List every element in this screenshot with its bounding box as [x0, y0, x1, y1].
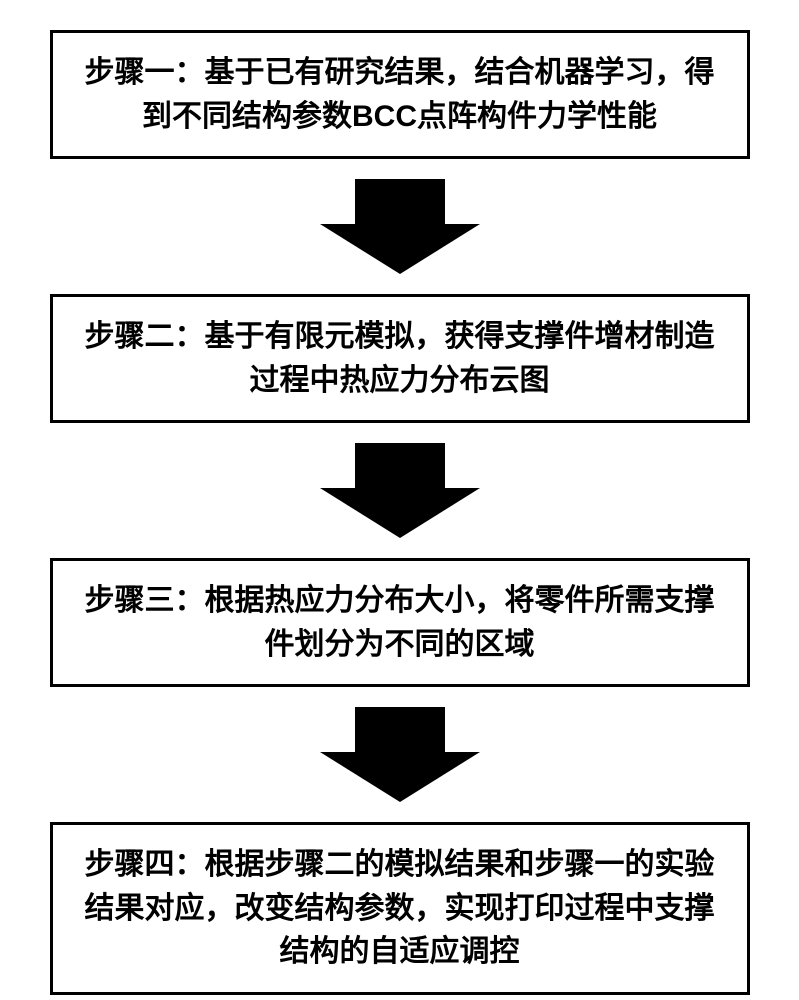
flowchart-arrow-3	[320, 707, 480, 802]
flowchart-step-2: 步骤二：基于有限元模拟，获得支撑件增材制造过程中热应力分布云图	[50, 294, 750, 423]
arrow-down-icon	[320, 707, 480, 802]
flowchart-arrow-2	[320, 443, 480, 538]
flowchart-step-3: 步骤三：根据热应力分布大小，将零件所需支撑件划分为不同的区域	[50, 558, 750, 687]
flowchart-step-1-label: 步骤一：基于已有研究结果，结合机器学习，得到不同结构参数BCC点阵构件力学性能	[85, 56, 715, 133]
arrow-down-icon	[320, 179, 480, 274]
flowchart-step-4: 步骤四：根据步骤二的模拟结果和步骤一的实验结果对应，改变结构参数，实现打印过程中…	[50, 822, 750, 995]
flowchart-step-1: 步骤一：基于已有研究结果，结合机器学习，得到不同结构参数BCC点阵构件力学性能	[50, 30, 750, 159]
flowchart-container: 步骤一：基于已有研究结果，结合机器学习，得到不同结构参数BCC点阵构件力学性能 …	[0, 0, 799, 1000]
flowchart-step-3-label: 步骤三：根据热应力分布大小，将零件所需支撑件划分为不同的区域	[85, 584, 715, 661]
flowchart-arrow-1	[320, 179, 480, 274]
arrow-down-icon	[320, 443, 480, 538]
flowchart-step-2-label: 步骤二：基于有限元模拟，获得支撑件增材制造过程中热应力分布云图	[85, 320, 715, 397]
flowchart-step-4-label: 步骤四：根据步骤二的模拟结果和步骤一的实验结果对应，改变结构参数，实现打印过程中…	[85, 848, 715, 968]
